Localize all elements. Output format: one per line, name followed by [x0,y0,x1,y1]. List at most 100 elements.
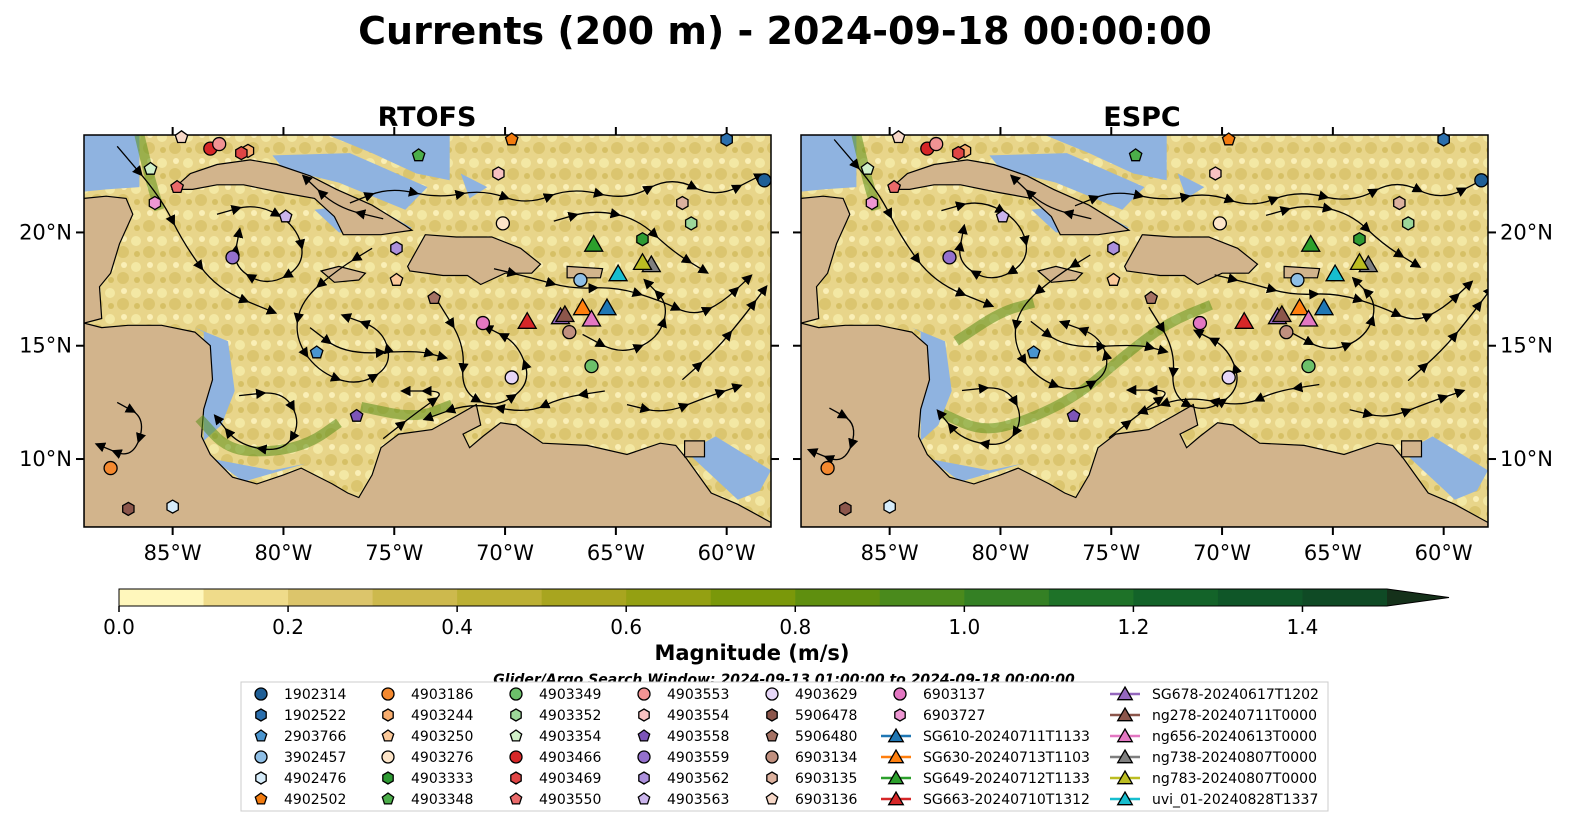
glider-marker-SG663-20240710T1312 [517,311,538,329]
legend-label: 6903137 [923,687,985,703]
legend-label: 4903186 [411,687,473,703]
legend-item-4903559: 4903559 [637,750,729,766]
map-panel-rtofs: RTOFS 85°W 80°W 75°W 70°W 65°W 60°W 10°N 15°N 20… [19,102,779,565]
float-marker-3902457 [573,272,588,288]
legend-item-6903136: 6903136 [765,792,857,808]
legend-item-SG678-20240617T1202: SG678-20240617T1202 [1110,685,1319,703]
legend-label: 4903553 [667,687,729,703]
legend-marker [1116,685,1134,701]
colorbar-segment [964,589,1050,606]
legend-label: 6903135 [795,771,857,787]
legend-label: 4903348 [411,792,473,808]
land-mass [1400,440,1423,458]
legend-item-4903563: 4903563 [637,792,729,808]
legend-label: 6903134 [795,750,857,766]
float-marker-4903276 [1212,216,1227,231]
colorbar-segment [1302,589,1388,606]
float-marker-6903136 [891,129,906,144]
legend-item-4903629: 4903629 [765,687,857,703]
legend-marker [638,708,650,722]
float-marker-5906480 [427,290,442,305]
float-marker-4903250 [1106,272,1121,286]
lon-tick-label: 60°W [1415,541,1473,565]
legend-label: 4903250 [411,729,473,745]
legend-label: ng656-20240613T0000 [1152,729,1317,745]
legend-label: 4903244 [411,708,473,724]
land-mass [84,195,134,324]
glider-marker-SG649-20240712T1133 [1300,234,1321,252]
float-marker-2903766 [1026,345,1041,359]
float-marker-3902457 [1290,272,1305,288]
legend-label: ng738-20240807T0000 [1152,750,1317,766]
legend-item-4903250: 4903250 [381,729,473,745]
legend-item-uvi_01-20240828T1337: uvi_01-20240828T1337 [1110,790,1318,808]
colorbar-segment [710,589,796,606]
legend-item-ng656-20240613T0000: ng656-20240613T0000 [1110,727,1317,745]
colorbar-segment [1048,589,1134,606]
streamline [94,401,146,459]
legend-label: ng783-20240807T0000 [1152,771,1317,787]
legend-label: SG663-20240710T1312 [923,792,1090,808]
float-marker-4903554 [492,166,505,181]
float-marker-4903354 [143,161,158,175]
colorbar-segment [457,589,543,606]
legend: 1902314 1902522 2903766 3902457 4902476 49025… [240,681,1329,812]
float-marker-6903134 [1279,324,1294,340]
glider-marker-SG663-20240710T1312 [1234,311,1255,329]
legend-item-4903348: 4903348 [381,792,473,808]
legend-marker [510,771,522,785]
lon-tick-label: 75°W [1082,541,1140,565]
float-marker-4903186 [103,460,118,476]
shelf-area [686,436,771,500]
glider-marker-SG610-20240711T1133 [1313,297,1335,316]
shelf-area [84,135,140,192]
glider-marker-ng656-20240613T0000 [1298,309,1319,327]
legend-marker [766,771,778,785]
colorbar-segment [1133,589,1219,606]
glider-marker-ng783-20240807T0000 [632,252,653,271]
colorbar-tick-label: 1.4 [1287,615,1319,639]
legend-label: 5906478 [795,708,857,724]
legend-item-6903137: 6903137 [893,687,985,703]
legend-label: 4903276 [411,750,473,766]
float-marker-4903348 [411,148,426,162]
shelf-area [327,135,450,181]
legend-item-ng783-20240807T0000: ng783-20240807T0000 [1110,769,1317,787]
legend-label: 5906480 [795,729,857,745]
float-marker-2903766 [309,345,324,359]
legend-item-SG610-20240711T1133: SG610-20240711T1133 [881,727,1090,745]
legend-item-SG649-20240712T1133: SG649-20240712T1133 [881,769,1090,787]
legend-marker [381,729,395,742]
panel-title-rtofs: RTOFS [378,102,477,133]
colorbar-label: Magnitude (m/s) [654,641,849,665]
legend-label: 1902314 [284,687,346,703]
colorbar-segment [119,589,205,606]
legend-item-SG663-20240710T1312: SG663-20240710T1312 [881,790,1090,808]
legend-marker [510,708,522,722]
legend-label: 4903629 [795,687,857,703]
float-marker-1902314 [757,173,772,188]
glider-marker-uvi_01-20240828T1337 [607,263,629,282]
colorbar: 0.0 0.2 0.4 0.6 0.8 1.0 1.2 1.4 Magnitude (m/s) [103,588,1450,665]
lon-tick-label: 65°W [587,541,645,565]
legend-item-4903186: 4903186 [381,687,473,703]
lat-tick-label: 15°N [19,334,72,358]
float-marker-4903349 [1301,358,1316,374]
legend-marker [509,792,523,805]
legend-marker [254,687,268,701]
legend-item-4903244: 4903244 [382,708,473,724]
legend-label: 6903136 [795,792,857,808]
legend-marker [254,792,268,805]
float-marker-4903563 [278,209,293,223]
float-marker-4903186 [820,460,835,476]
colorbar-segment [541,589,627,606]
lon-tick-label: 80°W [971,541,1029,565]
streamline [301,174,384,220]
legend-label: 1902522 [284,708,346,724]
colorbar-tick-label: 1.2 [1117,615,1149,639]
legend-item-4903276: 4903276 [381,750,473,766]
colorbar-tick-label: 0.6 [610,615,642,639]
legend-marker [255,708,267,722]
legend-marker [637,687,651,701]
